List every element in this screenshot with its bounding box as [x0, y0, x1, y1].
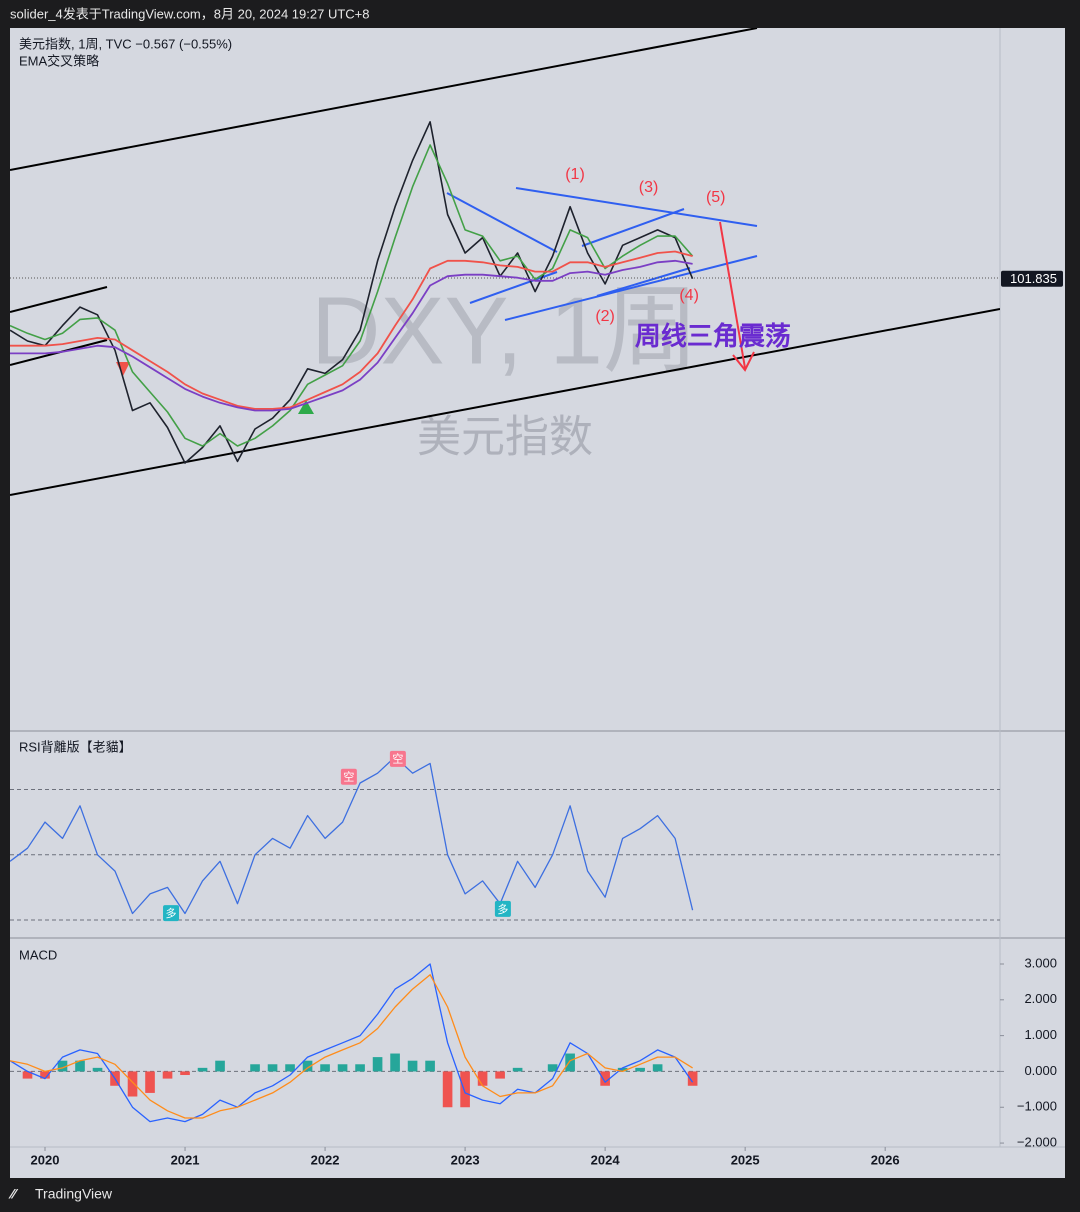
signal-label: 多	[497, 902, 508, 916]
panel-title: RSI背離版【老貓】	[19, 739, 132, 754]
histogram-bar	[162, 1071, 173, 1079]
arrow	[719, 221, 746, 369]
x-tick-label: 2022	[311, 1152, 340, 1167]
histogram-bar	[565, 1053, 575, 1072]
trend-line	[515, 187, 758, 227]
signal-badge	[494, 900, 511, 917]
series-line	[10, 259, 693, 412]
histogram-bar	[337, 1064, 348, 1072]
histogram-bar	[617, 1067, 628, 1072]
histogram-bar	[687, 1071, 698, 1086]
histogram-bar	[267, 1064, 278, 1072]
panel: 117.500115.000112.500110.000107.500105.0…	[10, 121, 694, 464]
series-line	[10, 121, 694, 464]
histogram-bar	[250, 1064, 260, 1072]
x-tick-label: 2025	[731, 1152, 760, 1167]
signal-badge	[163, 905, 180, 922]
histogram-bar	[215, 1060, 225, 1072]
legend-title: 美元指数, 1周, TVC −0.567 (−0.55%)	[19, 36, 232, 51]
histogram-bar	[635, 1067, 645, 1072]
histogram-bar	[320, 1064, 330, 1072]
footer-brand: TradingView	[35, 1186, 113, 1202]
y-tick-label: 0.000	[1024, 1063, 1057, 1078]
buy-signal	[298, 400, 314, 414]
histogram-bar	[372, 1057, 383, 1072]
trend-line	[596, 267, 691, 297]
y-tick-label: −1.000	[1017, 1099, 1057, 1114]
legend-subtitle: EMA交叉策略	[19, 53, 99, 68]
signal-label: 空	[392, 752, 403, 766]
annotation: (4)	[679, 287, 699, 304]
panel: 3.000 2.000 1.000 0.000 −1.000 −2.000	[10, 955, 1057, 1149]
watermark-subtitle: 美元指数	[417, 413, 593, 462]
histogram-bar	[145, 1071, 155, 1093]
trend-line	[446, 192, 558, 253]
series-line	[10, 974, 693, 1119]
trend-line	[504, 255, 758, 321]
annotation: 周线三角震荡	[635, 321, 791, 351]
histogram-bar	[92, 1067, 103, 1072]
channel-line	[10, 286, 108, 313]
annotation: (3)	[639, 179, 659, 196]
header-text: solider_4发表于TradingView.com，8月 20, 2024 …	[10, 6, 370, 21]
annotation: (2)	[595, 308, 615, 325]
arrow-head	[732, 351, 755, 372]
signal-label: 多	[166, 906, 177, 920]
histogram-bar	[40, 1071, 50, 1079]
histogram-bar	[75, 1060, 85, 1072]
footer-logo: ⁄⁄	[8, 1186, 18, 1202]
series-line	[10, 250, 693, 410]
y-tick-label: 1.000	[1024, 1027, 1057, 1042]
signal-badge	[340, 768, 357, 785]
last-price-tag	[1001, 270, 1063, 287]
histogram-bar	[600, 1071, 610, 1086]
channel-line	[10, 28, 758, 171]
signal-badge	[389, 750, 406, 767]
annotation: (5)	[706, 189, 726, 206]
histogram-bar	[285, 1064, 295, 1072]
histogram-bar	[652, 1064, 663, 1072]
annotation: (1)	[565, 166, 585, 183]
histogram-bar	[390, 1053, 400, 1072]
histogram-bar	[407, 1060, 418, 1072]
x-tick-label: 2026	[871, 1152, 900, 1167]
series-line	[10, 756, 694, 915]
y-tick-label: 2.000	[1024, 991, 1057, 1006]
x-tick-label: 2023	[451, 1152, 480, 1167]
histogram-bar	[425, 1060, 435, 1072]
histogram-bar	[127, 1071, 138, 1097]
histogram-bar	[512, 1067, 523, 1072]
x-tick-label: 2020	[31, 1152, 60, 1167]
histogram-bar	[460, 1071, 470, 1108]
trend-line	[581, 208, 685, 247]
series-line	[10, 963, 694, 1123]
x-tick-label: 2021	[171, 1152, 200, 1167]
histogram-bar	[477, 1071, 488, 1086]
last-price-label: 101.835	[1010, 271, 1057, 286]
x-tick-label: 2024	[591, 1152, 621, 1167]
histogram-bar	[302, 1060, 313, 1072]
panel-title: MACD	[19, 947, 57, 962]
histogram-bar	[197, 1067, 208, 1072]
histogram-bar	[22, 1071, 33, 1079]
histogram-bar	[495, 1071, 505, 1079]
histogram-bar	[355, 1064, 365, 1072]
signal-label: 空	[343, 770, 354, 784]
histogram-bar	[442, 1071, 453, 1108]
histogram-bar	[57, 1060, 68, 1072]
chart-area	[10, 28, 1065, 1178]
histogram-bar	[547, 1064, 558, 1072]
y-tick-label: −2.000	[1017, 1134, 1057, 1149]
y-tick-label: 3.000	[1024, 955, 1057, 970]
channel-line	[10, 308, 1000, 496]
histogram-bar	[180, 1071, 190, 1076]
